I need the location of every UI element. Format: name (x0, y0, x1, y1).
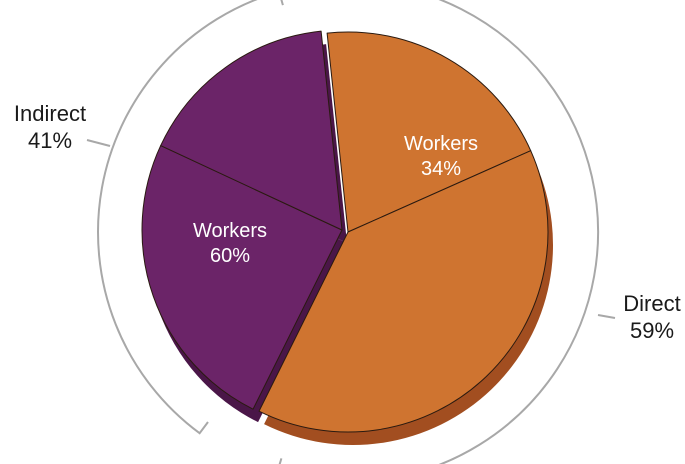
group-label-direct-name: Direct (623, 291, 680, 316)
slice-indirect-other (160, 30, 343, 231)
bracket-indirect (97, 0, 284, 435)
group-brackets (86, 0, 616, 464)
leader-indirect (86, 139, 111, 147)
slice-label-indirect-workers-value: 60% (210, 245, 250, 267)
slice-label-indirect-workers-name: Workers (193, 220, 267, 242)
group-label-direct: Direct 59% (623, 291, 680, 343)
slice-direct-workers (326, 31, 532, 233)
slice-indirect-workers (141, 145, 343, 410)
bracket-direct (278, 0, 600, 464)
slice-label-direct-workers-value: 34% (421, 158, 461, 180)
group-label-indirect: Indirect 41% (14, 101, 86, 153)
slice-label-direct-workers: Workers 34% (404, 133, 478, 180)
leader-direct (597, 314, 616, 319)
slice-direct-other (258, 150, 549, 433)
group-label-indirect-percent: 41% (28, 128, 72, 153)
group-label-indirect-name: Indirect (14, 101, 86, 126)
pie-slices (141, 30, 554, 446)
slice-label-indirect-workers: Workers 60% (193, 220, 267, 267)
group-label-direct-percent: 59% (630, 318, 674, 343)
slice-label-direct-workers-name: Workers (404, 133, 478, 155)
